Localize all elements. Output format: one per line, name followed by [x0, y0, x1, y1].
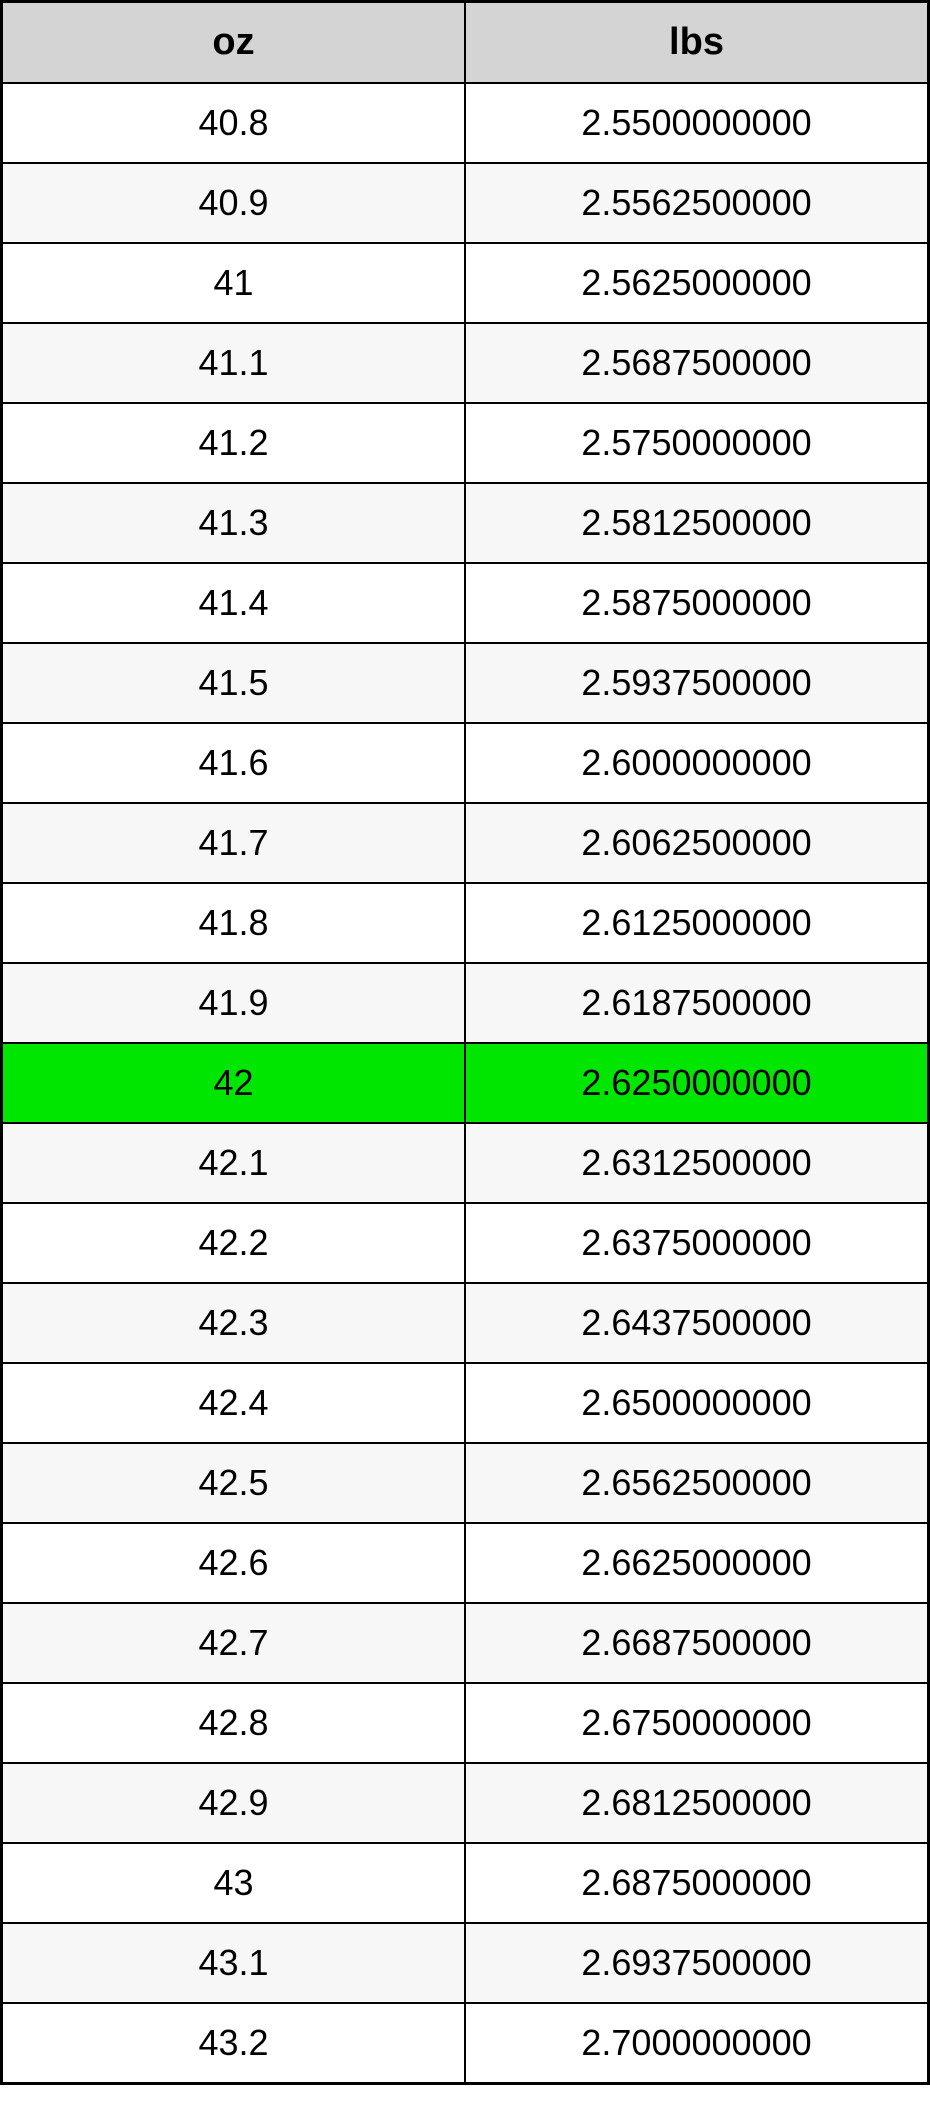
- cell-oz: 42.1: [2, 1123, 466, 1203]
- table-row-highlighted: 42 2.6250000000: [2, 1043, 929, 1123]
- cell-oz: 41.4: [2, 563, 466, 643]
- cell-lbs: 2.6187500000: [465, 963, 929, 1043]
- cell-lbs: 2.5500000000: [465, 83, 929, 163]
- table-row: 42.6 2.6625000000: [2, 1523, 929, 1603]
- cell-oz: 40.8: [2, 83, 466, 163]
- cell-lbs: 2.6125000000: [465, 883, 929, 963]
- table-row: 42.1 2.6312500000: [2, 1123, 929, 1203]
- table-row: 43.2 2.7000000000: [2, 2003, 929, 2084]
- cell-oz: 41.5: [2, 643, 466, 723]
- table-header-row: oz lbs: [2, 2, 929, 84]
- cell-oz: 42.2: [2, 1203, 466, 1283]
- cell-lbs: 2.6562500000: [465, 1443, 929, 1523]
- cell-oz: 43.1: [2, 1923, 466, 2003]
- table-row: 41.3 2.5812500000: [2, 483, 929, 563]
- cell-lbs: 2.6875000000: [465, 1843, 929, 1923]
- cell-lbs: 2.6000000000: [465, 723, 929, 803]
- table-row: 41.9 2.6187500000: [2, 963, 929, 1043]
- cell-oz: 42.4: [2, 1363, 466, 1443]
- cell-oz: 41.1: [2, 323, 466, 403]
- table-row: 42.3 2.6437500000: [2, 1283, 929, 1363]
- cell-lbs: 2.5875000000: [465, 563, 929, 643]
- conversion-table: oz lbs 40.8 2.5500000000 40.9 2.55625000…: [0, 0, 930, 2085]
- cell-oz: 41.3: [2, 483, 466, 563]
- cell-oz: 42: [2, 1043, 466, 1123]
- table-row: 42.7 2.6687500000: [2, 1603, 929, 1683]
- cell-oz: 40.9: [2, 163, 466, 243]
- column-header-lbs: lbs: [465, 2, 929, 84]
- cell-oz: 41.9: [2, 963, 466, 1043]
- table-row: 41.2 2.5750000000: [2, 403, 929, 483]
- cell-lbs: 2.5750000000: [465, 403, 929, 483]
- cell-oz: 41.6: [2, 723, 466, 803]
- table-row: 41.7 2.6062500000: [2, 803, 929, 883]
- cell-oz: 41: [2, 243, 466, 323]
- cell-oz: 42.6: [2, 1523, 466, 1603]
- table-row: 43 2.6875000000: [2, 1843, 929, 1923]
- table-row: 43.1 2.6937500000: [2, 1923, 929, 2003]
- cell-lbs: 2.6687500000: [465, 1603, 929, 1683]
- cell-lbs: 2.5937500000: [465, 643, 929, 723]
- cell-lbs: 2.5812500000: [465, 483, 929, 563]
- cell-oz: 42.8: [2, 1683, 466, 1763]
- cell-lbs: 2.5562500000: [465, 163, 929, 243]
- cell-oz: 41.2: [2, 403, 466, 483]
- cell-lbs: 2.7000000000: [465, 2003, 929, 2084]
- table-row: 41.8 2.6125000000: [2, 883, 929, 963]
- cell-oz: 41.8: [2, 883, 466, 963]
- table-row: 41.4 2.5875000000: [2, 563, 929, 643]
- cell-lbs: 2.6750000000: [465, 1683, 929, 1763]
- cell-lbs: 2.6312500000: [465, 1123, 929, 1203]
- cell-lbs: 2.6500000000: [465, 1363, 929, 1443]
- cell-oz: 42.3: [2, 1283, 466, 1363]
- cell-lbs: 2.6937500000: [465, 1923, 929, 2003]
- cell-lbs: 2.6437500000: [465, 1283, 929, 1363]
- table-row: 41.1 2.5687500000: [2, 323, 929, 403]
- cell-lbs: 2.6062500000: [465, 803, 929, 883]
- table-row: 40.9 2.5562500000: [2, 163, 929, 243]
- cell-oz: 42.9: [2, 1763, 466, 1843]
- table-row: 40.8 2.5500000000: [2, 83, 929, 163]
- table-row: 41 2.5625000000: [2, 243, 929, 323]
- cell-lbs: 2.6250000000: [465, 1043, 929, 1123]
- cell-oz: 42.7: [2, 1603, 466, 1683]
- table-row: 41.6 2.6000000000: [2, 723, 929, 803]
- table-body: 40.8 2.5500000000 40.9 2.5562500000 41 2…: [2, 83, 929, 2084]
- cell-oz: 43.2: [2, 2003, 466, 2084]
- cell-lbs: 2.6812500000: [465, 1763, 929, 1843]
- cell-lbs: 2.5687500000: [465, 323, 929, 403]
- cell-oz: 42.5: [2, 1443, 466, 1523]
- table-row: 41.5 2.5937500000: [2, 643, 929, 723]
- cell-lbs: 2.6625000000: [465, 1523, 929, 1603]
- cell-oz: 43: [2, 1843, 466, 1923]
- cell-oz: 41.7: [2, 803, 466, 883]
- table-row: 42.2 2.6375000000: [2, 1203, 929, 1283]
- cell-lbs: 2.6375000000: [465, 1203, 929, 1283]
- table-row: 42.8 2.6750000000: [2, 1683, 929, 1763]
- cell-lbs: 2.5625000000: [465, 243, 929, 323]
- column-header-oz: oz: [2, 2, 466, 84]
- table-row: 42.9 2.6812500000: [2, 1763, 929, 1843]
- table-row: 42.4 2.6500000000: [2, 1363, 929, 1443]
- table-row: 42.5 2.6562500000: [2, 1443, 929, 1523]
